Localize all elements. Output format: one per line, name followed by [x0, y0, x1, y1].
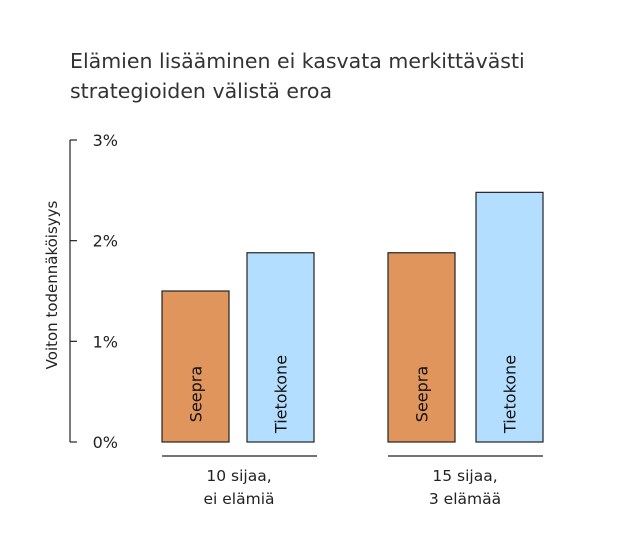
group-label: 3 elämää	[429, 490, 501, 508]
bar	[246, 252, 315, 443]
plot-area: 0% 1% 2% 3% Seepra Tietokone 10 sijaa, ei elämi…	[69, 131, 544, 508]
bar	[475, 191, 544, 443]
group-label: 15 sijaa,	[432, 467, 497, 485]
bar-label: Tietokone	[501, 355, 520, 434]
y-tick-label: 2%	[93, 232, 118, 251]
bar	[161, 290, 230, 443]
bar-label: Seepra	[187, 366, 206, 422]
y-tick-label: 3%	[93, 131, 118, 150]
bar-label: Tietokone	[272, 355, 291, 434]
y-axis-label: Voiton todennäköisyys	[43, 200, 61, 369]
bar	[387, 252, 456, 443]
y-tick-label: 1%	[93, 332, 118, 351]
group-label: 10 sijaa,	[206, 467, 271, 485]
y-tick-label: 0%	[93, 433, 118, 452]
chart-title-line-2: strategioiden välistä eroa	[70, 79, 332, 103]
bar-label: Seepra	[413, 366, 432, 422]
group-label: ei elämiä	[203, 490, 274, 508]
chart-title-line-1: Elämien lisääminen ei kasvata merkittävä…	[70, 49, 525, 73]
